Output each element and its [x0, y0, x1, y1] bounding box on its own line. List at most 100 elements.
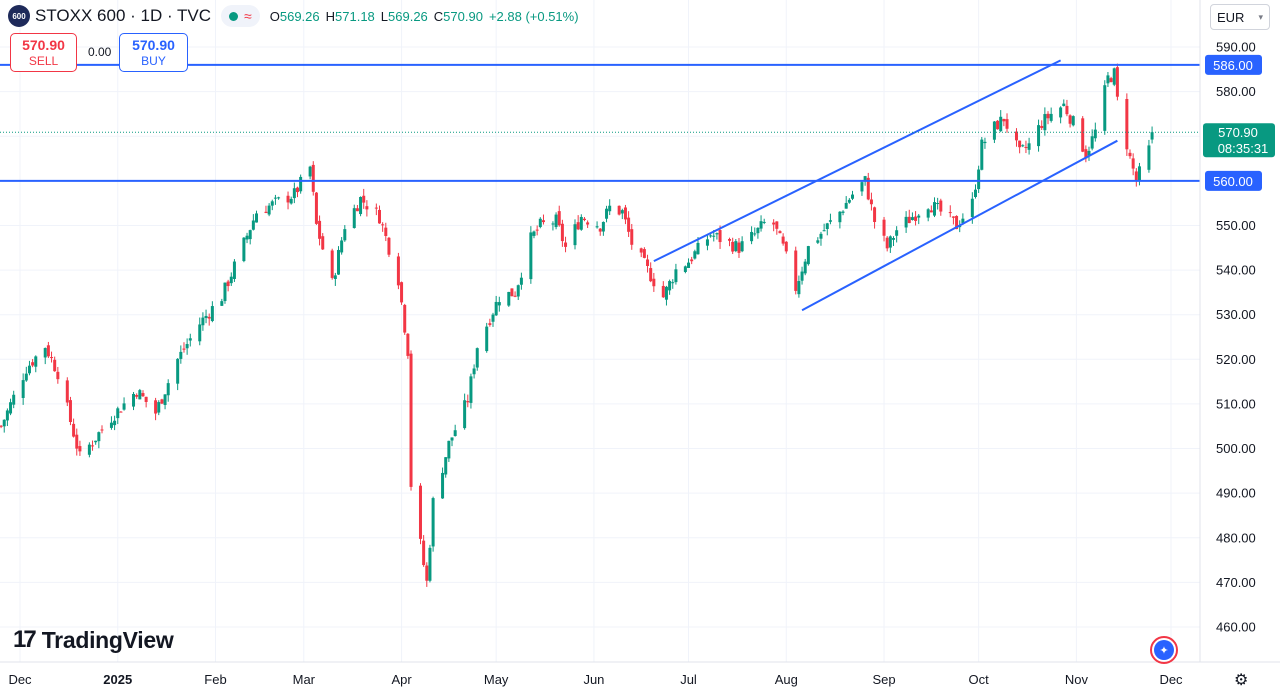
candle	[828, 213, 832, 225]
candle	[138, 388, 142, 400]
candle-body	[693, 251, 697, 259]
candle	[1150, 126, 1154, 144]
candle	[336, 246, 340, 275]
buy-button[interactable]: 570.90 BUY	[119, 33, 188, 72]
candle	[601, 221, 605, 236]
candle	[535, 225, 539, 236]
symbol-title[interactable]: STOXX 600 · 1D · TVC	[35, 6, 212, 25]
candle	[355, 204, 359, 212]
candle	[1137, 162, 1141, 186]
sell-button[interactable]: 570.90 SELL	[10, 33, 77, 72]
candle-body	[251, 220, 255, 230]
candle-body	[579, 216, 583, 230]
symbol-logo[interactable]: 600	[8, 5, 30, 27]
candle-body	[709, 235, 713, 237]
candle-body	[185, 344, 189, 349]
candle-body	[734, 241, 738, 252]
candle-body	[207, 316, 211, 319]
candle	[671, 279, 675, 289]
buy-label: BUY	[141, 54, 166, 68]
candle-body	[1005, 119, 1009, 129]
candle	[914, 211, 918, 226]
candle-body	[532, 231, 536, 236]
chevron-down-icon: ▾	[1258, 11, 1263, 22]
candle-body	[160, 399, 164, 404]
candle-body	[154, 400, 158, 414]
candle	[109, 416, 113, 430]
candle-body	[866, 177, 870, 200]
candle-body	[649, 268, 653, 282]
candle-body	[116, 408, 120, 419]
candle-body	[781, 236, 785, 244]
tradingview-logo[interactable]: 17 TradingView	[13, 626, 174, 654]
trend-line[interactable]	[801, 139, 1118, 312]
candle	[46, 341, 50, 359]
candle-body	[24, 373, 28, 381]
candle	[100, 425, 104, 434]
gear-icon[interactable]: ⚙	[1234, 672, 1249, 689]
trend-line[interactable]	[653, 59, 1062, 263]
candle	[778, 230, 782, 234]
currency-select[interactable]: EUR ▾	[1210, 4, 1270, 30]
candle-body	[409, 353, 413, 487]
candle	[1027, 137, 1031, 155]
candle	[207, 313, 211, 326]
tradingview-mark-icon: 17	[13, 626, 37, 653]
candle-body	[816, 240, 820, 243]
candle	[406, 333, 410, 359]
candle	[1018, 140, 1022, 154]
candle	[163, 394, 167, 410]
x-tick-label: 2025	[103, 672, 132, 687]
candle	[472, 364, 476, 379]
candle	[668, 279, 672, 295]
candle-body	[753, 233, 757, 235]
candle-body	[873, 207, 877, 223]
candle	[444, 457, 448, 478]
candle-body	[91, 445, 95, 447]
candle	[936, 197, 940, 210]
candle	[1059, 106, 1063, 124]
y-tick-label: 480.00	[1216, 530, 1256, 545]
candle	[31, 359, 35, 368]
candle-body	[519, 277, 523, 285]
candle	[321, 233, 325, 250]
horizontal-line-label-bg	[1205, 54, 1262, 75]
candle-body	[1018, 140, 1022, 148]
candle	[179, 345, 183, 364]
candle-body	[891, 238, 895, 240]
candle	[1040, 120, 1044, 130]
candle-body	[999, 116, 1003, 132]
candle-body	[377, 209, 381, 224]
candle-body	[321, 236, 325, 250]
candle	[1037, 119, 1041, 152]
candle-body	[564, 242, 568, 247]
globe-button[interactable]: ✦	[1150, 636, 1178, 664]
candle-body	[431, 498, 435, 547]
candle-body	[869, 199, 873, 205]
market-status-pill[interactable]: ≈	[221, 5, 260, 27]
candle	[267, 203, 271, 217]
candle-body	[828, 220, 832, 222]
candle	[851, 190, 855, 201]
candle-body	[775, 221, 779, 229]
candle-body	[374, 207, 378, 209]
candle-body	[166, 383, 170, 396]
drawings-group[interactable]	[0, 59, 1200, 312]
candle	[891, 236, 895, 246]
candle-body	[1090, 136, 1094, 149]
candle-body	[277, 197, 281, 199]
candle	[759, 215, 763, 232]
candle-body	[803, 261, 807, 274]
candle-body	[652, 278, 656, 287]
candle-body	[510, 288, 514, 297]
candle	[825, 222, 829, 236]
candle-body	[756, 227, 760, 234]
candle	[551, 221, 555, 231]
candle	[1005, 113, 1009, 133]
candle-body	[970, 198, 974, 217]
candle-body	[387, 237, 391, 255]
candle	[431, 496, 435, 552]
candle-body	[0, 425, 3, 427]
candle	[122, 397, 126, 411]
